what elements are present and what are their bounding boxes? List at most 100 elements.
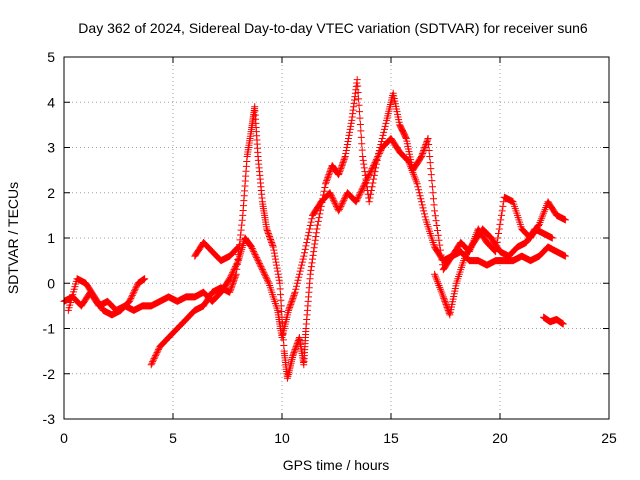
data-point [250,249,258,257]
data-point [154,347,162,355]
data-point [354,193,362,201]
data-point [498,207,506,215]
data-point [338,162,346,170]
data-point [440,294,448,302]
data-point [347,119,355,127]
data-point [368,165,376,173]
data-point [297,264,305,272]
data-point [261,272,269,280]
data-point [436,241,444,249]
y-tick-label: 3 [47,140,55,156]
data-point [337,202,345,210]
data-point [365,198,373,206]
data-point [367,166,375,174]
data-point [357,187,365,195]
data-point [324,174,332,182]
data-point [376,144,384,151]
data-point [360,164,368,172]
data-point [310,244,318,252]
data-point [335,207,343,215]
data-point [306,222,314,230]
data-point [264,229,272,237]
data-point [308,259,316,267]
data-point [499,202,507,210]
data-point [346,125,354,133]
data-point [327,192,335,200]
data-point [286,302,294,310]
data-point [320,187,328,195]
data-point [374,153,382,161]
data-point [129,290,137,298]
data-point [353,196,361,204]
y-tick-label: 5 [47,49,55,65]
data-point [419,204,427,212]
data-point [293,282,301,290]
data-point [433,222,441,230]
data-point [309,255,317,263]
data-point [307,266,315,274]
data-point [417,195,425,203]
data-point [263,275,271,283]
data-point [300,252,308,260]
data-marks [60,76,569,382]
data-point [234,255,242,263]
data-point [228,281,236,289]
data-point [424,136,432,144]
data-point [266,234,274,242]
data-point [355,101,363,109]
data-point [338,160,346,168]
data-point [335,205,343,213]
data-point [327,190,335,198]
data-point [380,128,388,136]
data-point [259,267,267,275]
data-point [354,88,362,96]
data-point [420,210,428,218]
data-point [359,156,367,164]
data-point [258,264,266,272]
data-point [341,153,349,161]
data-point [435,236,443,244]
data-point [271,252,279,260]
data-point [267,237,275,245]
data-point [497,216,505,224]
data-point [431,212,439,220]
data-point [440,296,448,304]
x-tick-label: 15 [383,430,399,446]
data-point [265,232,273,240]
data-point [381,122,389,130]
data-point [323,175,331,183]
data-point [343,144,351,151]
data-point [291,290,299,298]
data-point [354,82,362,90]
x-tick-label: 20 [492,430,508,446]
data-point [227,284,235,292]
data-point [356,120,364,128]
data-point [270,246,278,254]
data-point [289,293,297,301]
data-point [253,254,261,262]
data-point [295,335,303,343]
data-point [273,264,281,272]
data-point [337,163,345,171]
data-point [127,294,135,302]
data-point [340,195,348,203]
data-point [495,229,503,237]
data-point [270,249,278,257]
data-point [340,196,348,204]
data-point [366,194,374,202]
data-point [232,272,240,280]
data-point [325,171,333,179]
chart-title: Day 362 of 2024, Sidereal Day-to-day VTE… [78,20,588,36]
data-point [322,180,330,188]
data-point [319,191,327,199]
data-point [336,204,344,212]
data-point [341,154,349,162]
data-point [128,291,136,299]
data-point [226,288,234,296]
data-point [290,291,298,299]
data-point [402,133,410,141]
data-point [290,349,298,357]
data-point [353,76,361,84]
data-point [324,172,332,180]
data-point [414,183,422,191]
